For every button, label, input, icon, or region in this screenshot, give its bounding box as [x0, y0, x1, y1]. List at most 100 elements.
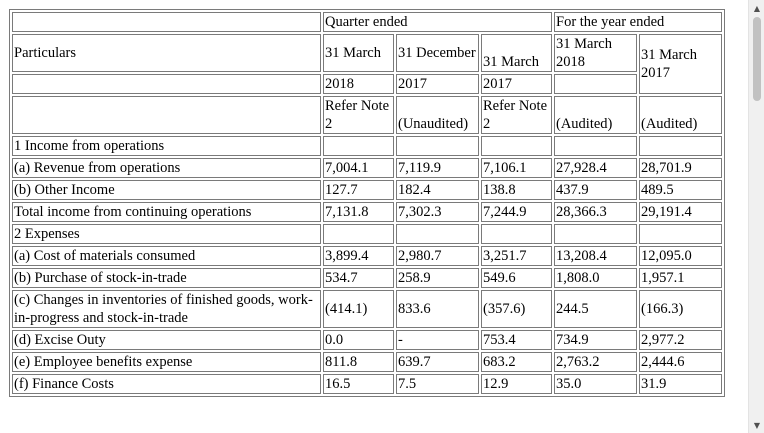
value-cell: 3,251.7 [481, 246, 552, 266]
section-row: 1 Income from operations [12, 136, 722, 156]
table-row: (b) Purchase of stock-in-trade 534.7 258.9… [12, 268, 722, 288]
header-row-dates: Particulars 31 March 31 December 31 Marc… [12, 34, 722, 94]
header-q1-note: Refer Note 2 [323, 96, 394, 134]
financial-results-table: Quarter ended For the year ended Particu… [9, 9, 725, 397]
row-label: (b) Purchase of stock-in-trade [12, 268, 321, 288]
header-blank-cell [12, 74, 321, 94]
value-cell: 833.6 [396, 290, 479, 328]
document-viewport: Quarter ended For the year ended Particu… [9, 9, 725, 397]
value-cell: 7,302.3 [396, 202, 479, 222]
table-row: (c) Changes in inventories of finished g… [12, 290, 722, 328]
table-row: (d) Excise Outy 0.0-753.4 734.9 2,977.2 [12, 330, 722, 350]
header-y2-note: (Audited) [639, 96, 722, 134]
value-cell: 7,004.1 [323, 158, 394, 178]
empty-cell [323, 224, 394, 244]
header-blank-cell [12, 12, 321, 32]
empty-cell [554, 224, 637, 244]
header-particulars: Particulars [12, 34, 321, 72]
value-cell: 1,957.1 [639, 268, 722, 288]
value-cell: (414.1) [323, 290, 394, 328]
empty-cell [481, 136, 552, 156]
section-label: 2 Expenses [12, 224, 321, 244]
value-cell: 12,095.0 [639, 246, 722, 266]
header-q1-date: 31 March [323, 34, 394, 72]
scroll-up-arrow-icon[interactable]: ▲ [753, 3, 761, 13]
empty-cell [323, 136, 394, 156]
value-cell: 244.5 [554, 290, 637, 328]
row-label: (a) Cost of materials consumed [12, 246, 321, 266]
value-cell: 811.8 [323, 352, 394, 372]
header-q2-date: 31 December [396, 34, 479, 72]
header-q3-date: 31 March [481, 34, 552, 72]
vertical-scrollbar[interactable]: ▲ ▼ [748, 0, 764, 433]
value-cell: 31.9 [639, 374, 722, 394]
row-label: (c) Changes in inventories of finished g… [12, 290, 321, 328]
empty-cell [554, 136, 637, 156]
value-cell: 28,366.3 [554, 202, 637, 222]
section-label: 1 Income from operations [12, 136, 321, 156]
header-row-periods: Quarter ended For the year ended [12, 12, 722, 32]
value-cell: 29,191.4 [639, 202, 722, 222]
value-cell: 7,244.9 [481, 202, 552, 222]
value-cell: 16.5 [323, 374, 394, 394]
value-cell: 534.7 [323, 268, 394, 288]
value-cell: 734.9 [554, 330, 637, 350]
empty-cell [396, 224, 479, 244]
header-row-notes: Refer Note 2 (Unaudited) Refer Note 2 (A… [12, 96, 722, 134]
section-row: 2 Expenses [12, 224, 722, 244]
value-cell: 753.4 [481, 330, 552, 350]
value-cell: 437.9 [554, 180, 637, 200]
row-label: (b) Other Income [12, 180, 321, 200]
scrollbar-thumb[interactable] [753, 17, 761, 101]
value-cell: 2,977.2 [639, 330, 722, 350]
value-cell: 683.2 [481, 352, 552, 372]
row-label: (e) Employee benefits expense [12, 352, 321, 372]
value-cell: 35.0 [554, 374, 637, 394]
header-blank-cell [554, 74, 637, 94]
header-year-ended: For the year ended [554, 12, 722, 32]
header-q2-year: 2017 [396, 74, 479, 94]
header-y1-date: 31 March 2018 [554, 34, 637, 72]
value-cell: (357.6) [481, 290, 552, 328]
empty-cell [481, 224, 552, 244]
value-cell: 549.6 [481, 268, 552, 288]
row-label: (f) Finance Costs [12, 374, 321, 394]
value-cell: 12.9 [481, 374, 552, 394]
header-y1-note: (Audited) [554, 96, 637, 134]
header-q2-note: (Unaudited) [396, 96, 479, 134]
header-quarter-ended: Quarter ended [323, 12, 552, 32]
value-cell: 1,808.0 [554, 268, 637, 288]
table-row: Total income from continuing operations 7… [12, 202, 722, 222]
value-cell: 2,763.2 [554, 352, 637, 372]
table-row: (a) Revenue from operations 7,004.1 7,119.… [12, 158, 722, 178]
table-row: (b) Other Income 127.7 182.4 138.8 437.9 489.… [12, 180, 722, 200]
row-label: (d) Excise Outy [12, 330, 321, 350]
header-row-years: 2018 2017 2017 [12, 74, 722, 94]
value-cell: 2,980.7 [396, 246, 479, 266]
header-q1-year: 2018 [323, 74, 394, 94]
value-cell: 7.5 [396, 374, 479, 394]
value-cell: 3,899.4 [323, 246, 394, 266]
value-cell: 2,444.6 [639, 352, 722, 372]
value-cell: 27,928.4 [554, 158, 637, 178]
table-row: (f) Finance Costs 16.5 7.5 12.9 35.0 31.9 [12, 374, 722, 394]
value-cell: 7,106.1 [481, 158, 552, 178]
value-cell: 258.9 [396, 268, 479, 288]
scroll-down-arrow-icon[interactable]: ▼ [753, 420, 761, 430]
value-cell: 639.7 [396, 352, 479, 372]
empty-cell [639, 224, 722, 244]
value-cell: 0.0 [323, 330, 394, 350]
value-cell: 28,701.9 [639, 158, 722, 178]
table-row: (a) Cost of materials consumed 3,899.4 2,9… [12, 246, 722, 266]
value-cell: 13,208.4 [554, 246, 637, 266]
value-cell: - [396, 330, 479, 350]
value-cell: 182.4 [396, 180, 479, 200]
value-cell: 138.8 [481, 180, 552, 200]
value-cell: 7,131.8 [323, 202, 394, 222]
header-blank-cell [12, 96, 321, 134]
empty-cell [639, 136, 722, 156]
header-q3-note: Refer Note 2 [481, 96, 552, 134]
value-cell: (166.3) [639, 290, 722, 328]
table-row: (e) Employee benefits expense 811.8 639.7 6… [12, 352, 722, 372]
row-label: (a) Revenue from operations [12, 158, 321, 178]
